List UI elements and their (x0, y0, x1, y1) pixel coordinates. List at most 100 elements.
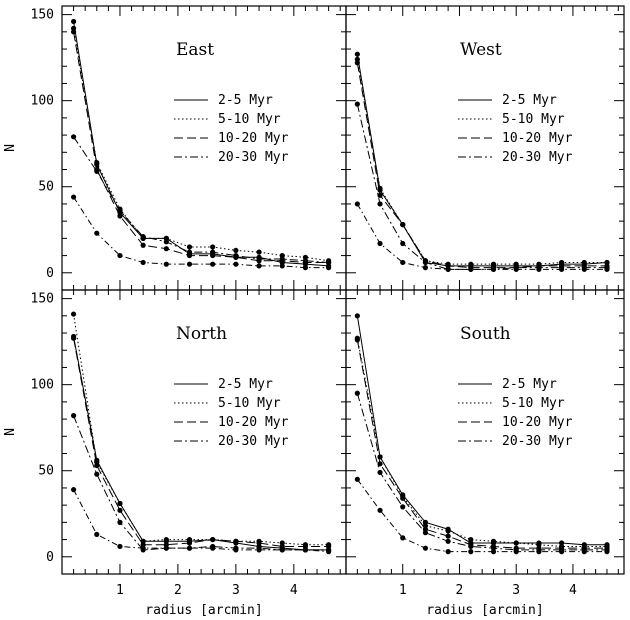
data-point (140, 242, 146, 248)
data-point (354, 101, 360, 107)
data-point (186, 540, 193, 546)
data-point (117, 213, 123, 219)
legend-entry: 5-10 Myr (218, 112, 281, 127)
data-point (468, 266, 474, 272)
data-point (445, 266, 451, 272)
legend-entry: 10-20 Myr (502, 131, 573, 146)
y-tick-label: 0 (46, 266, 54, 281)
data-point (163, 246, 169, 252)
data-point (70, 134, 77, 140)
legend-entry: 5-10 Myr (502, 396, 565, 411)
data-point (400, 240, 406, 247)
data-point (468, 543, 474, 550)
data-point (490, 538, 497, 544)
data-point (186, 261, 193, 267)
panel-title: West (460, 40, 502, 60)
series-line (356, 103, 607, 270)
data-point (468, 536, 474, 543)
series-line (356, 339, 607, 549)
x-tick-label: 3 (232, 583, 240, 598)
data-point (94, 230, 100, 236)
data-point (400, 504, 406, 510)
panel-north: 0 50 100 150 N 1 2 3 4 radius [arcmin] North 2-5 My… (3, 289, 347, 618)
data-point (513, 266, 519, 272)
data-point (354, 201, 360, 207)
panel-title: East (176, 40, 214, 60)
series-line (356, 203, 607, 270)
legend-entry: 20-30 Myr (218, 150, 289, 165)
data-point (94, 168, 100, 174)
data-point (302, 258, 309, 264)
data-point (70, 335, 77, 341)
data-point (513, 540, 519, 546)
data-point (354, 51, 360, 57)
data-point (233, 247, 239, 254)
panel-east: 0 50 100 150 N East 2-5 Myr 5-10 Myr 10-20 Myr 20… (3, 5, 347, 291)
data-point (326, 259, 332, 266)
data-point (210, 249, 216, 255)
data-point (377, 201, 383, 207)
data-point (445, 538, 451, 544)
data-point (377, 469, 383, 476)
x-tick-label: 2 (174, 583, 182, 598)
data-point (256, 547, 262, 553)
data-point (354, 390, 360, 396)
data-point (400, 221, 406, 228)
series-line (73, 314, 329, 546)
x-tick-label: 1 (399, 583, 407, 598)
data-point (279, 263, 285, 269)
legend-entry: 5-10 Myr (218, 396, 281, 411)
x-tick-label: 1 (116, 583, 124, 598)
data-point (94, 531, 100, 538)
data-point (468, 549, 474, 555)
y-axis-label: N (3, 144, 18, 152)
series-line (356, 62, 607, 269)
legend-entry: 2-5 Myr (218, 377, 273, 392)
data-point (117, 208, 123, 214)
y-tick-label: 150 (31, 8, 54, 23)
data-point (94, 462, 100, 469)
x-tick-label: 4 (569, 583, 577, 598)
data-point (326, 265, 332, 271)
legend-entry: 20-30 Myr (218, 434, 289, 449)
data-point (302, 547, 309, 553)
legend-entry: 20-30 Myr (502, 150, 573, 165)
panel-title: South (460, 324, 511, 344)
legend-entry: 10-20 Myr (218, 131, 289, 146)
data-point (400, 535, 406, 541)
legend-entry: 10-20 Myr (502, 415, 573, 430)
data-point (400, 259, 406, 266)
legend-entry: 5-10 Myr (502, 112, 565, 127)
data-point (445, 549, 451, 555)
x-tick-label: 4 (290, 583, 298, 598)
panel-frame (345, 289, 625, 575)
data-point (70, 487, 77, 493)
legend-entry: 2-5 Myr (502, 93, 557, 108)
data-point (117, 543, 123, 550)
data-point (422, 545, 429, 551)
y-axis-label: N (3, 428, 18, 436)
series-line (73, 415, 329, 551)
data-point (558, 549, 565, 555)
data-point (256, 249, 262, 255)
data-point (445, 533, 451, 539)
x-tick-label: 3 (512, 583, 520, 598)
data-point (422, 530, 429, 536)
legend-entry: 10-20 Myr (218, 415, 289, 430)
data-point (377, 185, 383, 192)
data-point (210, 536, 216, 543)
data-point (210, 261, 216, 267)
data-point (513, 549, 519, 555)
y-tick-label: 0 (46, 550, 54, 565)
y-tick-label: 50 (38, 464, 54, 479)
data-point (581, 549, 587, 555)
data-point (581, 266, 587, 272)
data-point (422, 265, 429, 271)
data-point (94, 471, 100, 477)
data-point (233, 261, 239, 267)
data-point (400, 495, 406, 501)
y-tick-label: 100 (31, 378, 54, 393)
data-point (233, 547, 239, 553)
data-point (536, 549, 542, 555)
